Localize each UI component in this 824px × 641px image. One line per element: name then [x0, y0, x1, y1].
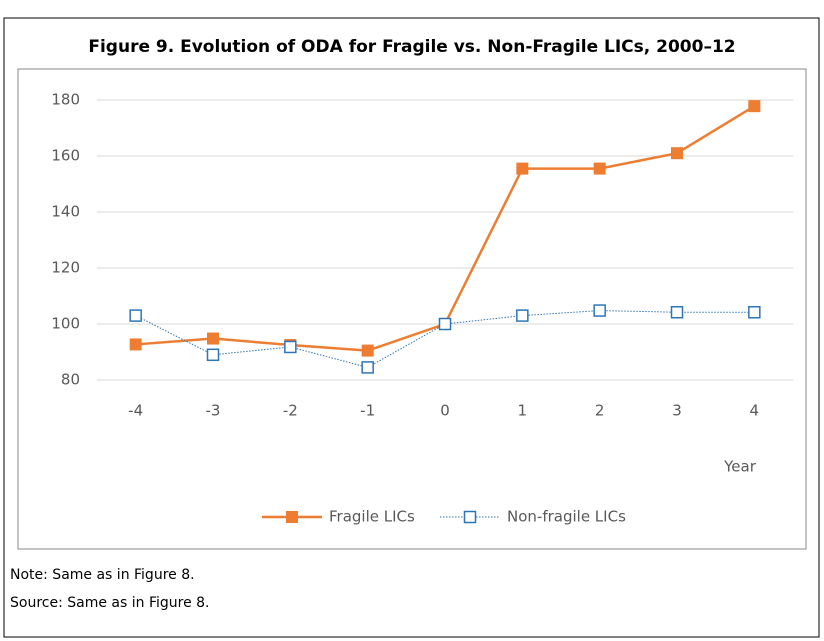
- legend-label: Fragile LICs: [329, 508, 415, 526]
- chart-frame: [17, 68, 807, 550]
- y-tick-label: 80: [61, 371, 80, 389]
- legend-marker: [286, 511, 298, 523]
- marker: [516, 162, 529, 175]
- marker: [361, 344, 374, 357]
- chart-title: Figure 9. Evolution of ODA for Fragile v…: [88, 37, 735, 57]
- marker: [129, 338, 142, 351]
- x-tick-label: 4: [750, 402, 760, 420]
- marker: [593, 162, 606, 175]
- x-tick-label: 3: [672, 402, 682, 420]
- y-tick-label: 140: [51, 203, 80, 221]
- x-tick-label: -1: [360, 402, 375, 420]
- x-tick-label: 1: [518, 402, 528, 420]
- note: Source: Same as in Figure 8.: [10, 595, 210, 611]
- legend-label: Non-fragile LICs: [507, 508, 626, 526]
- marker: [129, 309, 142, 322]
- y-tick-label: 160: [51, 147, 80, 165]
- x-axis-label: Year: [723, 458, 757, 476]
- marker: [670, 305, 684, 319]
- marker: [748, 305, 761, 319]
- x-tick-label: -4: [128, 402, 143, 420]
- marker: [748, 100, 761, 113]
- y-tick-label: 120: [51, 259, 80, 277]
- y-tick-label: 100: [51, 315, 80, 333]
- x-tick-label: 2: [595, 402, 605, 420]
- marker: [206, 348, 220, 362]
- marker: [361, 361, 374, 374]
- note: Note: Same as in Figure 8.: [10, 567, 195, 583]
- marker: [284, 340, 297, 354]
- marker: [516, 309, 529, 322]
- marker: [671, 147, 683, 160]
- marker: [207, 332, 219, 345]
- marker: [438, 317, 452, 331]
- x-tick-label: 0: [440, 402, 450, 420]
- x-tick-label: -2: [283, 402, 298, 420]
- x-tick-label: -3: [206, 402, 221, 420]
- outer-frame: [3, 17, 820, 638]
- legend-marker: [463, 510, 477, 524]
- y-tick-label: 180: [51, 91, 80, 109]
- marker: [593, 304, 606, 317]
- series-line: [135, 105, 755, 352]
